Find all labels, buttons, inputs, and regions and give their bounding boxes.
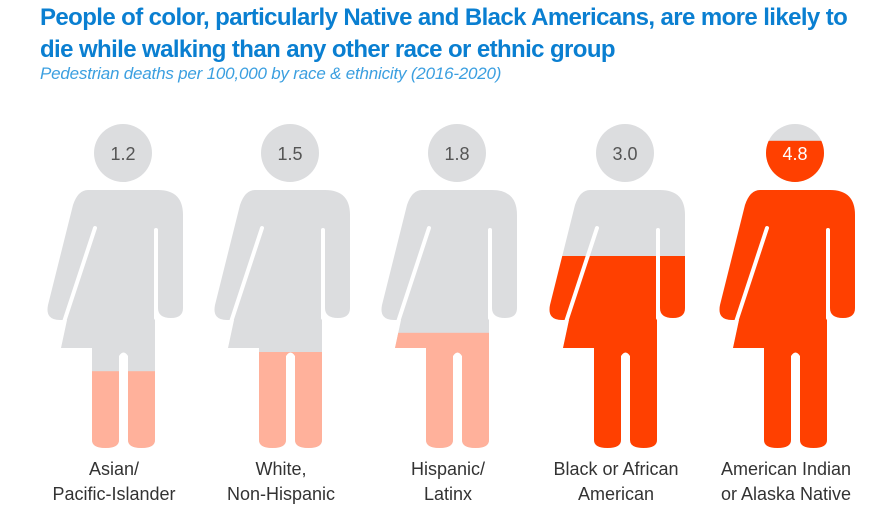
category-label-line1: Hispanic/: [411, 459, 485, 479]
value-fill-bar: [719, 140, 855, 448]
value-label: 3.0: [612, 144, 637, 164]
category-label-line1: American Indian: [721, 459, 851, 479]
arm-gap-left: [734, 226, 769, 324]
category-label-line1: Black or African: [553, 459, 678, 479]
figure-2: 1.8 Hispanic/Latinx: [381, 124, 517, 504]
figure-3: 3.0 Black or African American: [549, 124, 685, 504]
value-label: 1.5: [277, 144, 302, 164]
figure-1: 1.5 White, Non-Hispanic: [214, 124, 350, 504]
chart-subtitle: Pedestrian deaths per 100,000 by race & …: [40, 64, 502, 83]
category-label-line2: Latinx: [424, 484, 472, 504]
arm-gap-left: [62, 226, 97, 324]
category-label-line2: or Alaska Native: [721, 484, 851, 504]
value-fill-bar: [381, 332, 517, 448]
category-label-line1: White,: [255, 459, 306, 479]
value-fill-bar: [214, 352, 350, 448]
value-label: 4.8: [782, 144, 807, 164]
category-label-line2: American: [578, 484, 654, 504]
value-fill-bar: [47, 371, 183, 448]
figure-4: 4.8 American Indian or Alaska Native: [719, 124, 855, 504]
value-label: 1.2: [110, 144, 135, 164]
value-fill-bar: [549, 256, 685, 448]
arm-gap-left: [396, 226, 431, 324]
category-label-line2: Non-Hispanic: [227, 484, 335, 504]
category-label-line1: Asian/: [89, 459, 139, 479]
arm-gap-left: [229, 226, 264, 324]
category-label-line2: Pacific-Islander: [52, 484, 175, 504]
chart-title: People of color, particularly Native and…: [40, 4, 848, 63]
figure-0: 1.2 Asian/Pacific-Islander: [47, 124, 183, 504]
value-label: 1.8: [444, 144, 469, 164]
arm-gap-left: [564, 226, 599, 324]
